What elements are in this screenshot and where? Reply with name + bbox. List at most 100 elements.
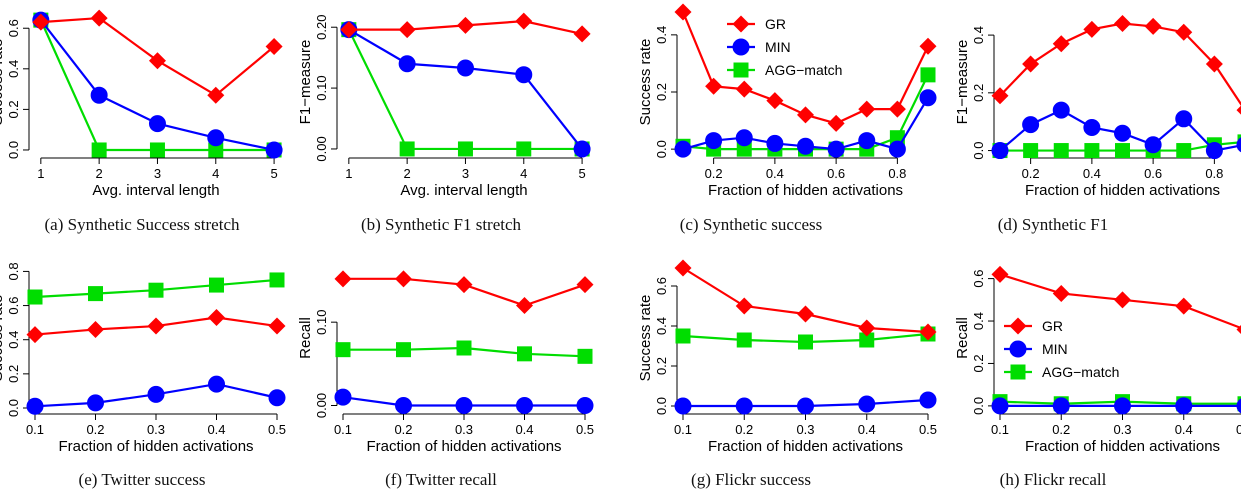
x-tick-label: 1 [345, 166, 352, 181]
x-tick-label: 0.1 [674, 422, 692, 437]
x-tick-label: 0.5 [1236, 422, 1241, 437]
data-point-diamond [991, 87, 1009, 105]
data-point-diamond [1022, 55, 1040, 73]
x-tick-label: 4 [212, 166, 219, 181]
y-tick-label: 0.0 [971, 397, 986, 415]
data-point-circle [766, 134, 784, 152]
data-point-square [736, 332, 752, 348]
data-point-square [456, 340, 472, 356]
y-tick-label: 0.4 [654, 317, 669, 335]
data-point-square [577, 348, 593, 364]
data-point-square [859, 332, 875, 348]
legend-marker-circle [732, 38, 750, 56]
data-point-square [1053, 143, 1069, 159]
x-tick-label: 1 [37, 166, 44, 181]
x-tick-label: 0.3 [1113, 422, 1131, 437]
data-point-circle [398, 55, 416, 73]
data-point-diamond [991, 265, 1009, 283]
data-point-circle [573, 140, 591, 158]
x-tick-label: 0.8 [888, 166, 906, 181]
data-point-diamond [1052, 284, 1070, 302]
x-tick-label: 0.4 [766, 166, 784, 181]
legend-marker-circle [1009, 340, 1027, 358]
x-tick-label: 0.4 [207, 422, 225, 437]
y-tick-label: 0.20 [314, 15, 329, 40]
y-tick-label: 0.6 [654, 277, 669, 295]
data-point-square [457, 141, 473, 157]
y-tick-label: 0.10 [314, 310, 329, 335]
x-tick-label: 5 [578, 166, 585, 181]
y-tick-label: 0.0 [6, 141, 21, 159]
caption-d: (d) Synthetic F1 [997, 215, 1109, 234]
y-axis-title: F1−measure [954, 40, 971, 125]
data-point-circle [147, 385, 165, 403]
data-point-diamond [1144, 17, 1162, 35]
data-point-diamond [1083, 20, 1101, 38]
data-point-square [798, 334, 813, 350]
data-point-diamond [919, 37, 937, 55]
chart-panel-b: 0.00 0.10 0.20 1 2 3 4 5 Avg. interval length F1−… [297, 12, 591, 199]
data-point-diamond [573, 25, 591, 43]
data-point-circle [674, 140, 692, 158]
data-point-square [516, 141, 532, 157]
data-point-circle [208, 375, 225, 393]
data-point-circle [858, 132, 876, 150]
data-point-diamond [1175, 23, 1193, 41]
data-point-square [1023, 143, 1039, 159]
data-point-circle [265, 141, 283, 159]
data-point-diamond [1175, 297, 1193, 315]
data-point-circle [26, 397, 44, 415]
data-point-square [1084, 143, 1100, 159]
x-tick-label: 0.4 [858, 422, 876, 437]
y-tick-label: 0.4 [654, 26, 669, 44]
y-tick-label: 0.2 [971, 354, 986, 372]
data-point-circle [334, 388, 352, 406]
x-axis-title: Fraction of hidden activations [366, 438, 561, 455]
data-point-diamond [705, 77, 723, 95]
data-point-circle [455, 397, 473, 414]
y-axis-title: Success rate [0, 39, 6, 126]
y-axis-title: Recall [297, 317, 314, 359]
data-point-circle [858, 395, 876, 413]
y-tick-label: 0.8 [6, 262, 21, 280]
data-point-circle [90, 86, 108, 104]
data-point-diamond [208, 309, 225, 327]
data-point-diamond [26, 326, 44, 344]
data-point-circle [1114, 124, 1131, 142]
data-point-circle [991, 142, 1009, 160]
data-point-square [399, 141, 415, 157]
data-point-diamond [576, 276, 594, 294]
x-axis-title: Fraction of hidden activations [58, 438, 253, 455]
data-point-diamond [1236, 105, 1241, 115]
data-point-circle [1022, 116, 1040, 134]
x-tick-label: 0.1 [991, 422, 1009, 437]
data-point-circle [1114, 397, 1131, 415]
y-tick-label: 0.2 [6, 365, 21, 383]
data-point-square [149, 142, 165, 158]
data-point-square [736, 141, 752, 157]
data-point-diamond [515, 12, 533, 30]
data-point-square [920, 67, 936, 83]
data-point-diamond [797, 305, 814, 323]
y-tick-label: 0.4 [971, 26, 986, 44]
data-point-square [269, 272, 285, 288]
data-point-circle [888, 140, 906, 158]
y-tick-label: 0.10 [314, 75, 329, 100]
x-tick-label: 0.2 [705, 166, 723, 181]
x-axis-title: Fraction of hidden activations [1025, 182, 1220, 199]
x-tick-label: 3 [154, 166, 161, 181]
data-point-diamond [1114, 291, 1131, 309]
data-point-diamond [919, 323, 937, 341]
chart-panel-a: 0.0 0.2 0.4 0.6 1 2 3 4 5 Avg. interval length Suc… [0, 9, 283, 199]
y-tick-label: 0.4 [971, 312, 986, 330]
caption-e: (e) Twitter success [78, 470, 206, 489]
y-axis-title: Success rate [637, 295, 654, 382]
data-point-diamond [455, 276, 473, 294]
data-point-circle [991, 397, 1009, 415]
caption-f: (f) Twitter recall [385, 470, 497, 489]
y-tick-label: 0.0 [654, 140, 669, 158]
data-point-square [208, 142, 224, 158]
